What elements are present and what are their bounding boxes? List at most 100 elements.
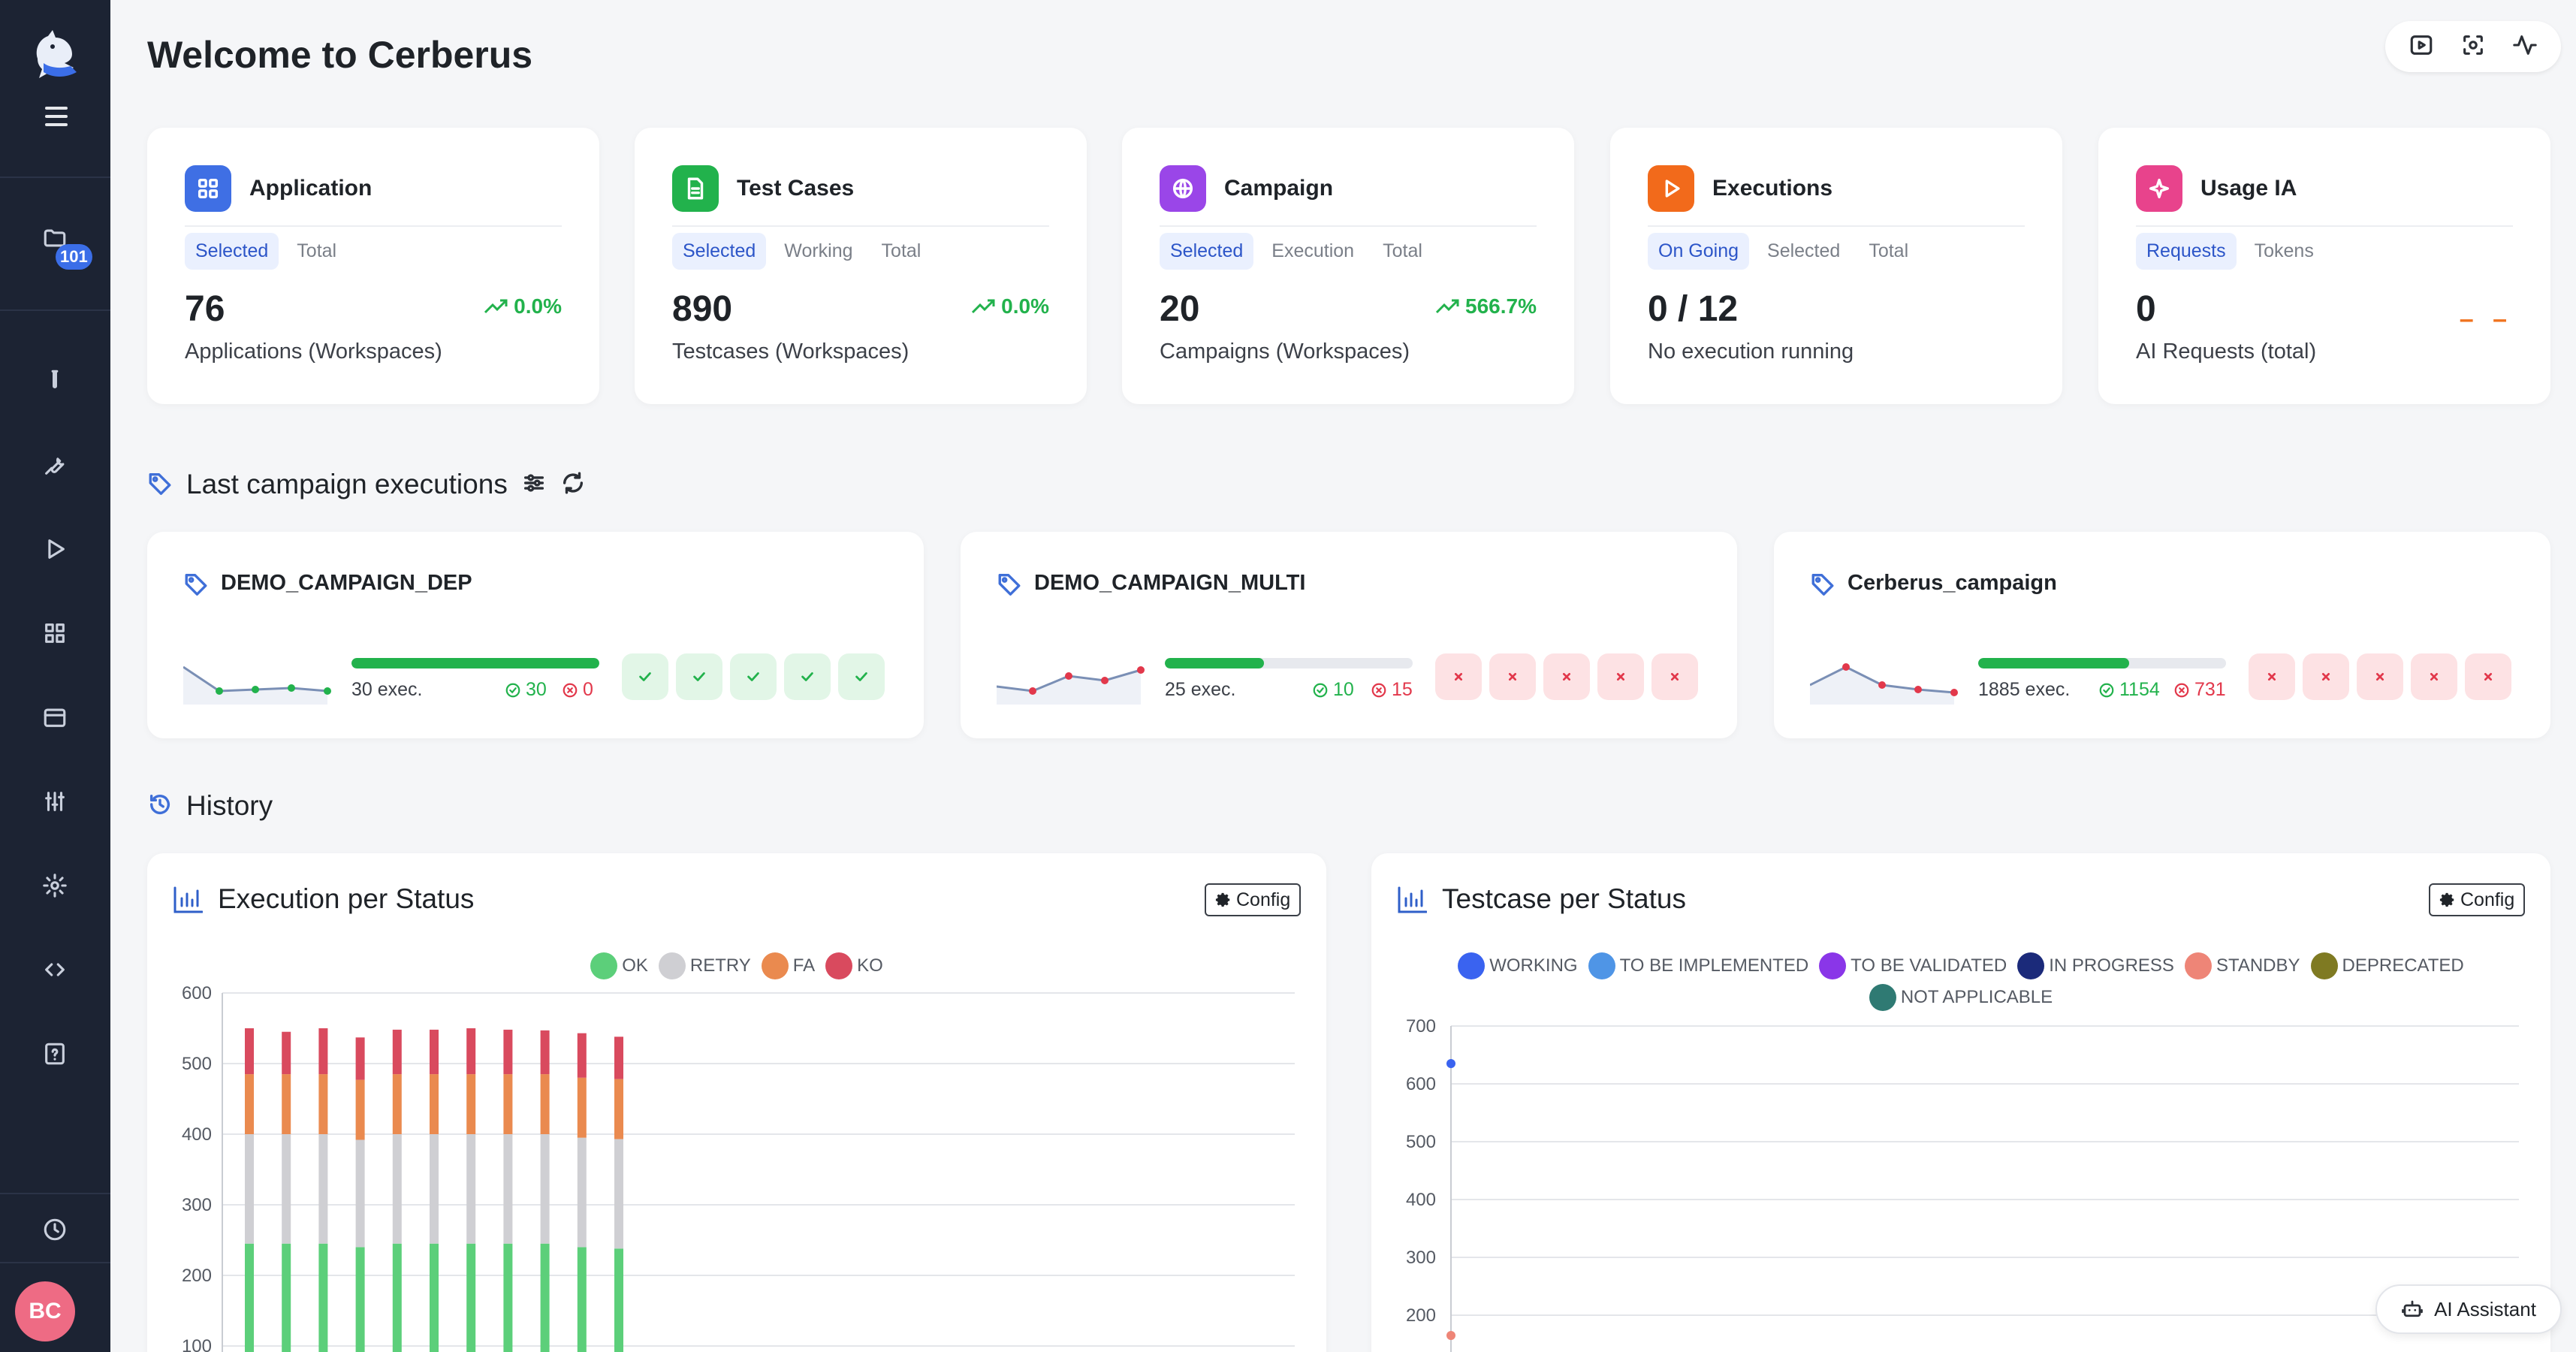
run-status-ok[interactable] xyxy=(730,653,777,700)
run-status-ko[interactable] xyxy=(2249,653,2295,700)
bar-segment-retry xyxy=(318,1134,328,1244)
stat-tab[interactable]: Working xyxy=(784,240,853,261)
campaign-card[interactable]: Cerberus_campaign 1885 exec. 1154 731 xyxy=(1774,532,2550,738)
refresh-icon[interactable] xyxy=(560,470,586,499)
stat-subtitle: AI Requests (total) xyxy=(2136,340,2317,364)
legend-item[interactable]: KO xyxy=(825,952,883,979)
config-button[interactable]: Config xyxy=(2429,883,2526,916)
run-status-ok[interactable] xyxy=(676,653,722,700)
run-status-ko[interactable] xyxy=(1651,653,1698,700)
campaign-card[interactable]: DEMO_CAMPAIGN_MULTI 25 exec. 10 15 xyxy=(961,532,1737,738)
bar-segment-ok xyxy=(503,1243,513,1352)
check-icon xyxy=(639,672,651,681)
stat-tab[interactable]: Execution xyxy=(1271,240,1355,261)
cerberus-logo[interactable] xyxy=(30,29,81,83)
run-status-ko[interactable] xyxy=(1543,653,1590,700)
bar-segment-ok xyxy=(614,1248,623,1352)
bar-segment-fa xyxy=(577,1077,587,1138)
run-status-ko[interactable] xyxy=(1435,653,1482,700)
calendar-icon[interactable] xyxy=(36,699,74,736)
bar-segment-ko xyxy=(503,1029,513,1075)
activity-icon[interactable] xyxy=(2512,32,2538,62)
stat-tab[interactable]: Total xyxy=(1383,240,1422,261)
legend-item[interactable]: FA xyxy=(761,952,815,979)
legend-item[interactable]: NOT APPLICABLE xyxy=(1869,984,2053,1011)
stat-tab[interactable]: Tokens xyxy=(2254,240,2314,261)
folder-icon[interactable] xyxy=(36,219,74,257)
bar-segment-fa xyxy=(392,1074,402,1134)
bar-segment-retry xyxy=(540,1134,550,1244)
stat-tab[interactable]: Requests xyxy=(2136,233,2237,270)
filter-icon[interactable] xyxy=(521,470,547,499)
stat-tab[interactable]: Total xyxy=(881,240,922,261)
campaign-exec-count: 25 exec. xyxy=(1165,679,1236,700)
play-icon[interactable] xyxy=(36,530,74,568)
legend-swatch xyxy=(1819,952,1847,979)
campaign-ok-count: 1154 xyxy=(2098,679,2160,701)
grid-icon[interactable] xyxy=(36,614,74,652)
stat-tab[interactable]: Total xyxy=(1869,240,1909,261)
config-button[interactable]: Config xyxy=(1205,883,1302,916)
page-title: Welcome to Cerberus xyxy=(147,34,533,76)
bar-segment-fa xyxy=(430,1074,439,1134)
test-tube-icon[interactable] xyxy=(36,362,74,400)
legend-swatch xyxy=(1869,984,1896,1011)
run-status-ko[interactable] xyxy=(2411,653,2457,700)
run-status-ok[interactable] xyxy=(784,653,831,700)
stat-tab[interactable]: Selected xyxy=(185,233,279,270)
campaign-ko-count: 15 xyxy=(1371,679,1413,701)
bar-segment-ok xyxy=(577,1247,587,1352)
legend-item[interactable]: TO BE IMPLEMENTED xyxy=(1588,952,1808,979)
legend-label: OK xyxy=(622,955,648,976)
help-icon[interactable] xyxy=(36,1035,74,1073)
code-icon[interactable] xyxy=(36,951,74,988)
legend-item[interactable]: DEPRECATED xyxy=(2310,952,2464,979)
run-status-ok[interactable] xyxy=(622,653,668,700)
legend-item[interactable]: STANDBY xyxy=(2184,952,2300,979)
divider xyxy=(2136,225,2513,227)
stat-trend: 0.0% xyxy=(484,294,562,318)
menu-toggle-icon[interactable] xyxy=(45,107,68,126)
stat-tab[interactable]: On Going xyxy=(1648,233,1750,270)
bar-segment-ko xyxy=(614,1037,623,1079)
run-status-ko[interactable] xyxy=(2303,653,2349,700)
campaign-name[interactable]: DEMO_CAMPAIGN_DEP xyxy=(221,571,472,595)
robot-icon xyxy=(2402,1300,2423,1317)
bar-segment-ko xyxy=(392,1029,402,1075)
stat-card-application: Application Selected Total 76 0.0% Appli… xyxy=(147,128,599,404)
legend-item[interactable]: IN PROGRESS xyxy=(2017,952,2174,979)
stat-subtitle: Campaigns (Workspaces) xyxy=(1160,340,1410,364)
campaign-card[interactable]: DEMO_CAMPAIGN_DEP 30 exec. 30 0 xyxy=(147,532,924,738)
legend-item[interactable]: WORKING xyxy=(1458,952,1578,979)
stat-tab[interactable]: Selected xyxy=(1160,233,1254,270)
clock-icon[interactable] xyxy=(36,1211,74,1248)
run-status-ok[interactable] xyxy=(838,653,885,700)
bar-segment-ko xyxy=(318,1028,328,1075)
stat-value: 0 / 12 xyxy=(1648,289,1739,329)
check-icon xyxy=(693,672,705,681)
legend-item[interactable]: OK xyxy=(590,952,648,979)
campaign-name[interactable]: DEMO_CAMPAIGN_MULTI xyxy=(1034,571,1306,595)
ai-assistant-button[interactable]: AI Assistant xyxy=(2375,1284,2562,1334)
legend-item[interactable]: RETRY xyxy=(658,952,751,979)
run-status-ko[interactable] xyxy=(2465,653,2511,700)
campaigns-section-header: Last campaign executions xyxy=(147,469,586,500)
sliders-icon[interactable] xyxy=(36,783,74,820)
check-icon xyxy=(855,672,867,681)
legend-item[interactable]: TO BE VALIDATED xyxy=(1819,952,2007,979)
avatar[interactable]: BC xyxy=(15,1281,75,1341)
video-icon[interactable] xyxy=(2409,32,2434,62)
wrench-icon[interactable] xyxy=(36,446,74,484)
stat-tab[interactable]: Selected xyxy=(672,233,767,270)
campaign-name[interactable]: Cerberus_campaign xyxy=(1848,571,2057,595)
stat-tab[interactable]: Selected xyxy=(1767,240,1841,261)
run-status-ko[interactable] xyxy=(1489,653,1536,700)
stat-tab[interactable]: Total xyxy=(297,240,337,261)
screenshot-icon[interactable] xyxy=(2460,32,2486,62)
y-tick-label: 400 xyxy=(1406,1190,1436,1210)
run-status-ko[interactable] xyxy=(2357,653,2403,700)
run-status-ko[interactable] xyxy=(1597,653,1644,700)
campaign-ok-count: 30 xyxy=(505,679,547,701)
bar-segment-retry xyxy=(466,1134,476,1244)
settings-icon[interactable] xyxy=(36,867,74,904)
